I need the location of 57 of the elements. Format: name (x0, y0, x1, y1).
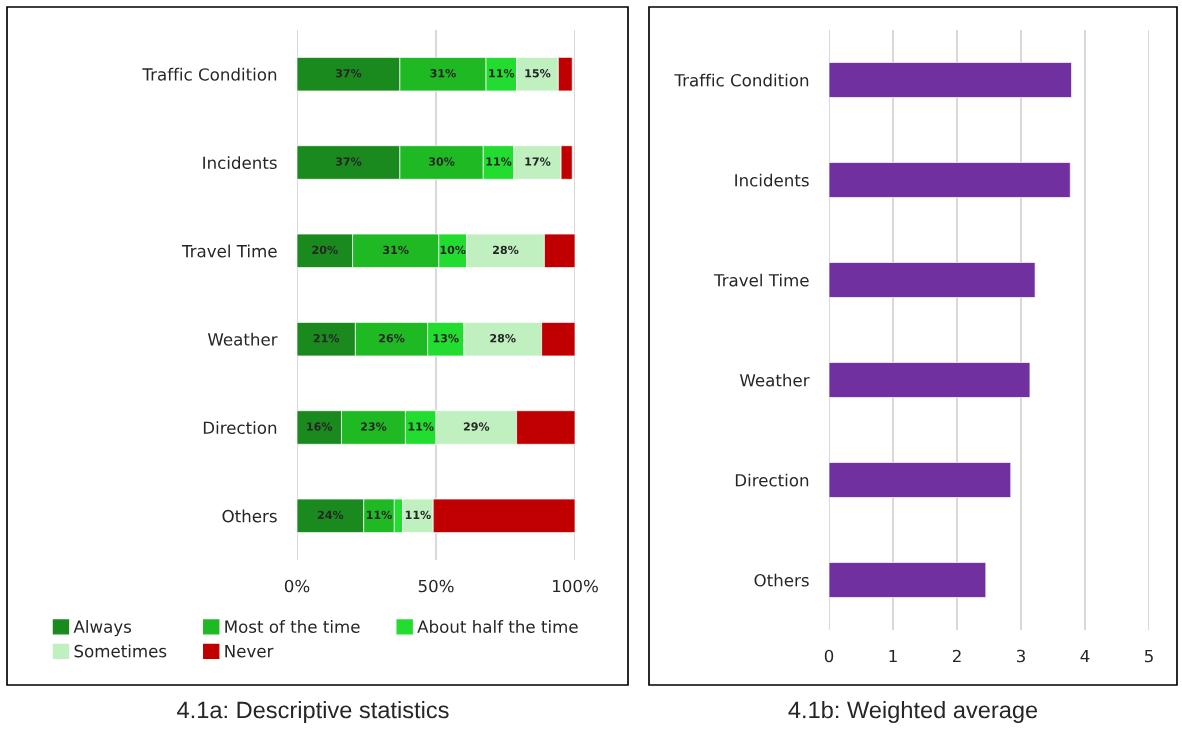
bar (829, 162, 1071, 198)
y-tick-label: Weather (207, 332, 278, 346)
data-label: 13% (433, 333, 459, 343)
bar (829, 562, 987, 598)
legend-label: Most of the time (225, 620, 360, 633)
y-tick-label: Direction (735, 473, 809, 487)
data-label: 29% (463, 422, 490, 431)
data-label: 31% (383, 245, 409, 255)
legend-label: About half the time (417, 620, 578, 633)
bar (829, 362, 1031, 398)
y-tick-label: Travel Time (181, 244, 277, 258)
legend-label: Sometimes (74, 644, 167, 658)
x-tick-label: 50% (418, 579, 454, 593)
data-label: 24% (317, 510, 344, 520)
text: 4.1a: Descriptive statistics (177, 700, 449, 724)
y-tick-label: Traffic Condition (674, 73, 809, 87)
legend-label: Always (73, 620, 132, 637)
x-tick-label: 5 (1144, 649, 1153, 663)
data-label: 16% (307, 422, 333, 431)
y-tick-label: Others (222, 509, 277, 523)
y-tick-label: Others (754, 573, 809, 587)
data-label: 23% (361, 422, 387, 431)
data-label: 11% (366, 510, 392, 520)
y-tick-label: Travel Time (713, 273, 809, 287)
bar (829, 462, 1012, 498)
x-tick-label: 4 (1080, 649, 1090, 663)
y-tick-label: Incidents (203, 156, 277, 170)
data-label: 15% (525, 68, 551, 78)
x-tick-label: 0 (824, 649, 834, 663)
data-label: 28% (490, 333, 516, 343)
x-tick-label: 1 (889, 649, 897, 663)
data-label: 17% (525, 157, 551, 166)
data-label: 11% (489, 68, 515, 78)
legend-label: Never (225, 645, 274, 658)
x-tick-label: 3 (1016, 649, 1025, 663)
data-label: 37% (335, 157, 362, 166)
x-tick-label: 100% (553, 579, 598, 593)
data-label: 21% (313, 333, 340, 343)
text: 4.1b: Weighted average (788, 700, 1038, 724)
y-tick-label: Traffic Condition (142, 67, 277, 81)
y-tick-label: Direction (203, 421, 277, 435)
data-label: 31% (430, 68, 456, 78)
data-label: 30% (429, 157, 455, 166)
data-label: 28% (493, 245, 519, 255)
bar (829, 62, 1072, 98)
bar (829, 262, 1036, 298)
y-tick-label: Weather (739, 373, 810, 387)
data-label: 11% (486, 157, 512, 166)
y-tick-label: Incidents (735, 173, 809, 187)
x-tick-label: 0% (284, 579, 310, 593)
data-label: 20% (312, 245, 338, 255)
data-label: 11% (405, 510, 431, 520)
data-label: 11% (408, 422, 434, 431)
data-label: 37% (335, 68, 362, 78)
data-label: 26% (379, 333, 405, 343)
data-label: 10% (440, 245, 466, 255)
x-tick-label: 2 (952, 649, 961, 663)
